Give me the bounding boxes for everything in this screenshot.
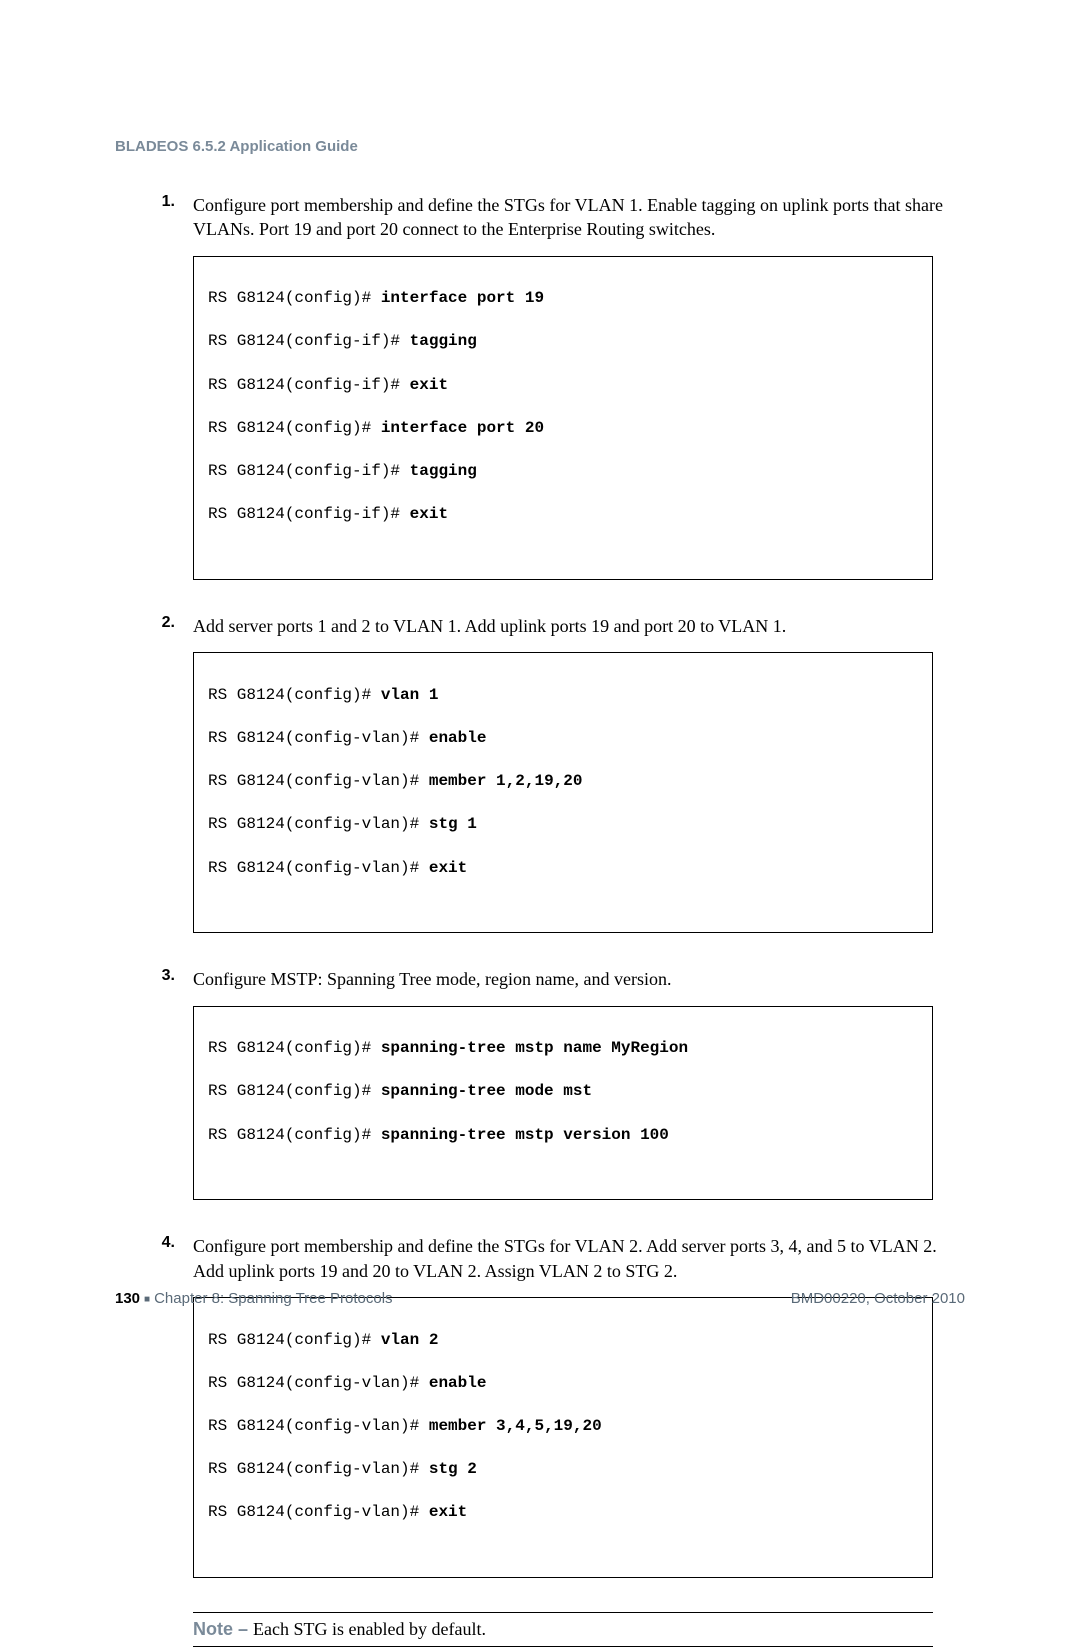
code-block: RS G8124(config)# spanning-tree mstp nam…: [193, 1006, 933, 1201]
step-number: 3.: [115, 967, 193, 1220]
doc-header: BLADEOS 6.5.2 Application Guide: [115, 138, 965, 155]
note-text: Each STG is enabled by default.: [253, 1619, 486, 1639]
code-cmd: spanning-tree mstp name MyRegion: [381, 1039, 688, 1057]
code-prompt: RS G8124(config-if)#: [208, 376, 410, 394]
step-text: Configure MSTP: Spanning Tree mode, regi…: [193, 967, 965, 991]
code-prompt: RS G8124(config-vlan)#: [208, 729, 429, 747]
code-prompt: RS G8124(config)#: [208, 289, 381, 307]
code-cmd: member 3,4,5,19,20: [429, 1417, 602, 1435]
code-cmd: interface port 20: [381, 419, 544, 437]
step: 2. Add server ports 1 and 2 to VLAN 1. A…: [115, 614, 965, 953]
step-body: Add server ports 1 and 2 to VLAN 1. Add …: [193, 614, 965, 953]
step-number: 1.: [115, 193, 193, 600]
note-label: Note –: [193, 1619, 253, 1639]
code-block: RS G8124(config)# vlan 2 RS G8124(config…: [193, 1297, 933, 1578]
step-text: Configure port membership and define the…: [193, 1234, 965, 1283]
page: BLADEOS 6.5.2 Application Guide 1. Confi…: [0, 0, 1080, 1397]
code-prompt: RS G8124(config-vlan)#: [208, 1374, 429, 1392]
step-text: Add server ports 1 and 2 to VLAN 1. Add …: [193, 614, 965, 638]
code-prompt: RS G8124(config-vlan)#: [208, 1503, 429, 1521]
code-cmd: exit: [429, 859, 467, 877]
code-cmd: vlan 2: [381, 1331, 439, 1349]
code-cmd: exit: [410, 505, 448, 523]
footer-separator-icon: ■: [140, 1294, 154, 1305]
steps-list: 1. Configure port membership and define …: [115, 193, 965, 1598]
code-cmd: exit: [410, 376, 448, 394]
code-prompt: RS G8124(config-vlan)#: [208, 772, 429, 790]
code-prompt: RS G8124(config)#: [208, 1082, 381, 1100]
step-body: Configure MSTP: Spanning Tree mode, regi…: [193, 967, 965, 1220]
code-prompt: RS G8124(config)#: [208, 1126, 381, 1144]
footer-left: 130■Chapter 8: Spanning Tree Protocols: [115, 1290, 393, 1307]
code-cmd: stg 1: [429, 815, 477, 833]
code-prompt: RS G8124(config-vlan)#: [208, 1460, 429, 1478]
page-number: 130: [115, 1290, 140, 1307]
code-cmd: member 1,2,19,20: [429, 772, 583, 790]
code-prompt: RS G8124(config)#: [208, 1331, 381, 1349]
footer-right: BMD00220, October 2010: [791, 1290, 965, 1307]
code-cmd: enable: [429, 1374, 487, 1392]
code-cmd: spanning-tree mstp version 100: [381, 1126, 669, 1144]
step: 4. Configure port membership and define …: [115, 1234, 965, 1598]
step-text: Configure port membership and define the…: [193, 193, 965, 242]
step-number: 4.: [115, 1234, 193, 1598]
step-body: Configure port membership and define the…: [193, 1234, 965, 1598]
code-cmd: exit: [429, 1503, 467, 1521]
code-block: RS G8124(config)# interface port 19 RS G…: [193, 256, 933, 580]
code-cmd: tagging: [410, 462, 477, 480]
code-block: RS G8124(config)# vlan 1 RS G8124(config…: [193, 652, 933, 933]
code-prompt: RS G8124(config-vlan)#: [208, 1417, 429, 1435]
code-cmd: stg 2: [429, 1460, 477, 1478]
step: 1. Configure port membership and define …: [115, 193, 965, 600]
step-body: Configure port membership and define the…: [193, 193, 965, 600]
step: 3. Configure MSTP: Spanning Tree mode, r…: [115, 967, 965, 1220]
chapter-label: Chapter 8: Spanning Tree Protocols: [154, 1290, 392, 1307]
note-box: Note – Each STG is enabled by default.: [193, 1612, 933, 1647]
page-footer: 130■Chapter 8: Spanning Tree Protocols B…: [115, 1290, 965, 1307]
code-cmd: interface port 19: [381, 289, 544, 307]
code-prompt: RS G8124(config)#: [208, 419, 381, 437]
code-prompt: RS G8124(config)#: [208, 1039, 381, 1057]
code-cmd: vlan 1: [381, 686, 439, 704]
code-cmd: enable: [429, 729, 487, 747]
code-prompt: RS G8124(config)#: [208, 686, 381, 704]
code-prompt: RS G8124(config-if)#: [208, 462, 410, 480]
code-prompt: RS G8124(config-vlan)#: [208, 859, 429, 877]
code-cmd: tagging: [410, 332, 477, 350]
code-prompt: RS G8124(config-if)#: [208, 332, 410, 350]
code-prompt: RS G8124(config-if)#: [208, 505, 410, 523]
code-prompt: RS G8124(config-vlan)#: [208, 815, 429, 833]
step-number: 2.: [115, 614, 193, 953]
code-cmd: spanning-tree mode mst: [381, 1082, 592, 1100]
